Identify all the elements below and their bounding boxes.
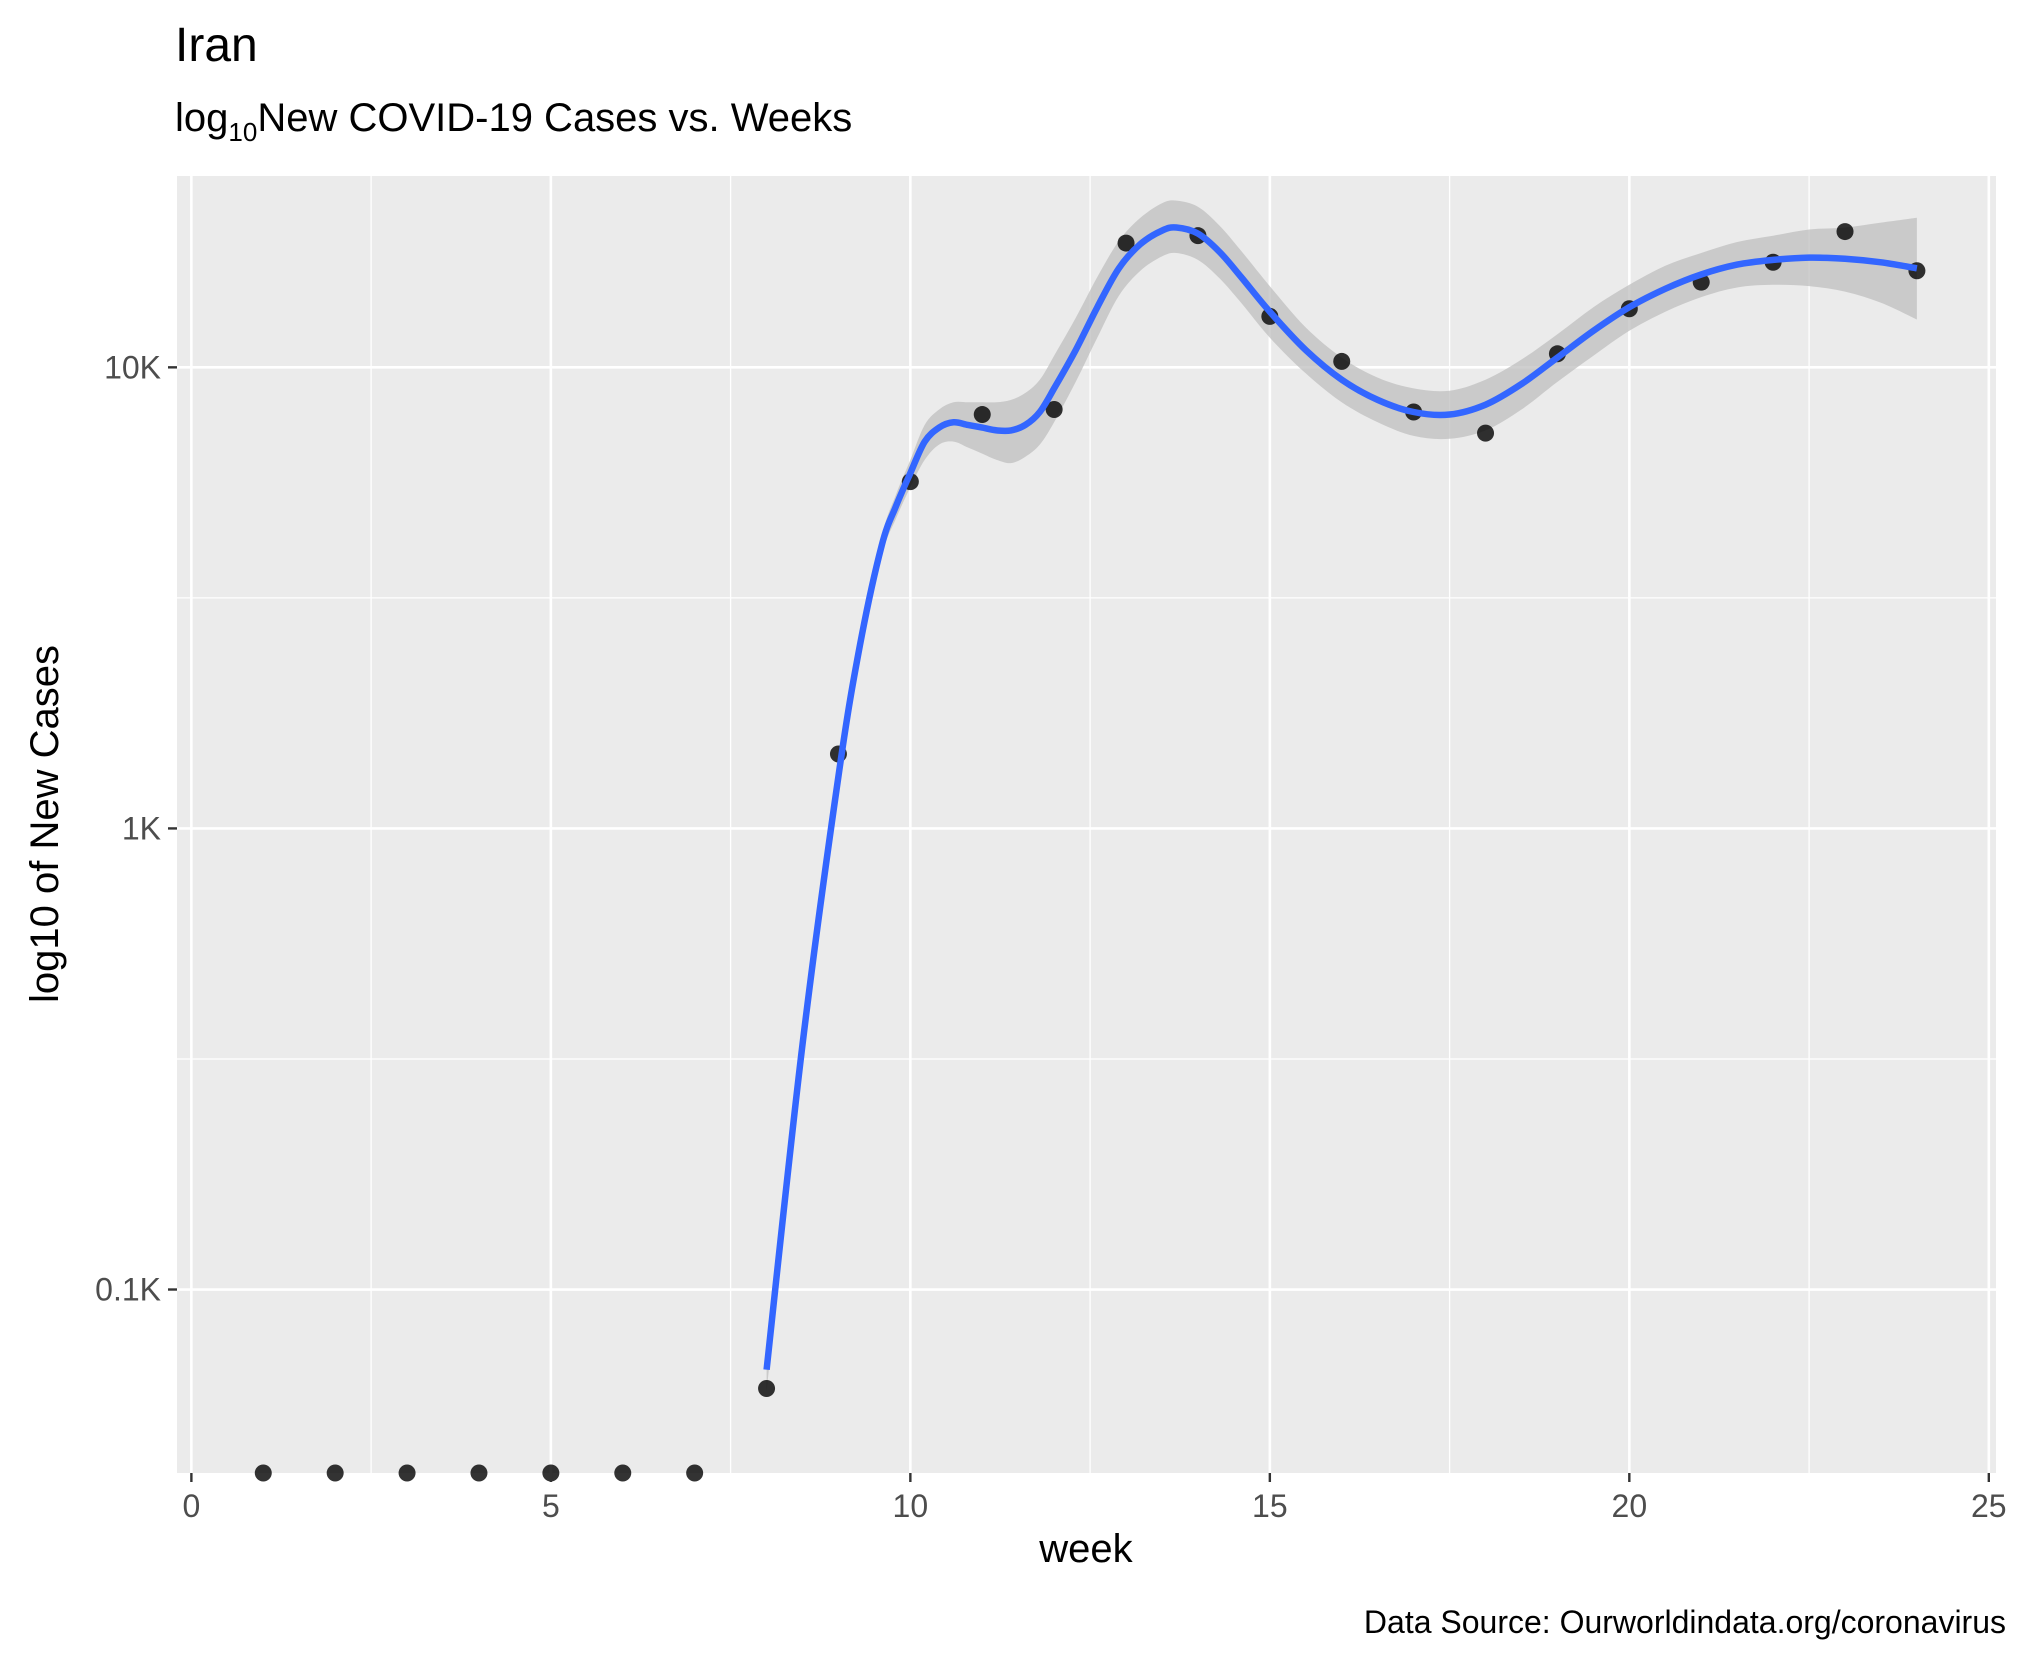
y-tick-label: 1K: [122, 810, 161, 846]
data-point: [326, 1464, 344, 1482]
x-tick-label: 20: [1612, 1488, 1648, 1524]
smooth-line: [763, 224, 1918, 1371]
subtitle-rest: New COVID-19 Cases vs. Weeks: [257, 96, 852, 140]
subtitle-subscript: 10: [228, 117, 257, 147]
data-point: [686, 1464, 704, 1482]
y-axis-title: log10 of New Cases: [23, 645, 67, 1003]
data-point: [254, 1464, 272, 1482]
subtitle-prefix: log: [175, 96, 228, 140]
x-tick-label: 5: [542, 1488, 560, 1524]
x-axis-title: week: [1038, 1527, 1133, 1571]
major-gridlines: [177, 176, 1996, 1473]
y-axis: 0.1K 1K 10K: [95, 349, 177, 1308]
x-tick-label: 25: [1971, 1488, 2007, 1524]
data-point: [1836, 223, 1854, 241]
data-point: [398, 1464, 416, 1482]
x-tick-label: 15: [1252, 1488, 1288, 1524]
data-point: [1477, 424, 1495, 442]
y-tick-label: 10K: [104, 349, 161, 385]
data-point: [1117, 234, 1135, 252]
data-point: [614, 1464, 632, 1482]
data-point: [973, 406, 991, 424]
chart-caption: Data Source: Ourworldindata.org/coronavi…: [1364, 1604, 2006, 1640]
plot-panel: [177, 176, 1996, 1473]
y-tick-label: 0.1K: [95, 1272, 161, 1308]
data-point: [470, 1464, 488, 1482]
x-tick-label: 0: [182, 1488, 200, 1524]
chart-subtitle: log10New COVID-19 Cases vs. Weeks: [175, 96, 852, 147]
chart-title: Iran: [175, 19, 258, 72]
data-point: [758, 1379, 776, 1397]
x-axis: 0 5 10 15 20 25: [182, 1473, 2007, 1524]
data-point: [1333, 352, 1351, 370]
x-tick-label: 10: [893, 1488, 929, 1524]
data-point: [1045, 401, 1063, 419]
